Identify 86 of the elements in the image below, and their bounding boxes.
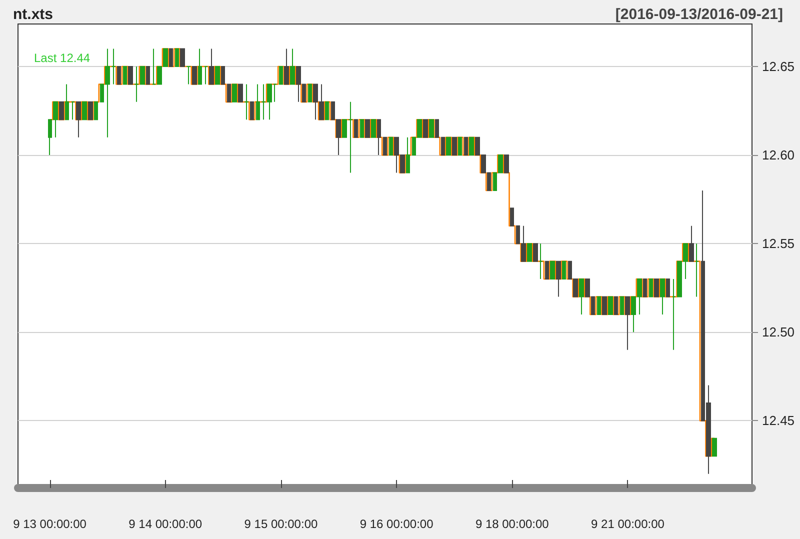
candlestick — [175, 48, 179, 68]
candlestick — [82, 101, 87, 120]
candlestick — [59, 101, 64, 120]
candlestick — [625, 296, 630, 350]
candlestick — [504, 154, 509, 174]
candlestick — [221, 66, 225, 85]
candlestick — [556, 260, 561, 298]
candlestick — [180, 48, 185, 68]
candlestick — [406, 136, 410, 174]
candlestick — [579, 278, 584, 315]
candlestick — [539, 243, 543, 280]
candlestick — [192, 66, 197, 85]
candlestick — [423, 119, 428, 138]
candlestick — [660, 278, 665, 315]
candlestick — [654, 278, 659, 298]
candlestick — [204, 66, 208, 85]
candlestick — [360, 119, 364, 138]
candlestick — [227, 84, 231, 102]
candlestick — [550, 260, 555, 280]
candlestick — [308, 84, 312, 102]
candlestick — [123, 66, 127, 85]
candlestick — [435, 119, 439, 138]
candlestick — [244, 84, 249, 120]
candlestick — [510, 208, 514, 226]
candlestick — [602, 296, 607, 315]
x-tick-label: 9 18 00:00:00 — [475, 517, 550, 531]
candlestick — [527, 243, 532, 262]
candlestick — [649, 278, 653, 298]
candlestick — [441, 136, 445, 156]
candlestick — [695, 243, 699, 298]
candlestick — [238, 84, 243, 102]
x-tick-label: 9 14 00:00:00 — [128, 517, 202, 531]
candlestick — [128, 66, 133, 85]
y-tick-label: 12.55 — [762, 236, 795, 252]
candlestick — [377, 119, 381, 156]
candlestick — [545, 260, 549, 280]
x-tick-label: 9 13 00:00:00 — [13, 517, 87, 531]
candlestick — [215, 66, 220, 85]
candlestick — [533, 243, 538, 262]
candlestick — [186, 66, 191, 85]
candlestick — [464, 136, 468, 156]
candlestick — [71, 101, 75, 120]
annotation: Last 12.44 — [34, 51, 90, 65]
chart-title: nt.xts — [13, 6, 54, 23]
candlestick — [371, 119, 376, 138]
candlestick — [209, 48, 214, 85]
candlestick — [169, 48, 173, 68]
candlestick — [365, 119, 370, 138]
candlestick — [383, 136, 387, 156]
candlestick — [94, 101, 98, 120]
candlestick — [354, 119, 358, 138]
candlestick — [389, 136, 393, 156]
candlestick — [429, 119, 434, 138]
candlestick — [325, 101, 329, 120]
x-tick-label: 9 21 00:00:00 — [591, 517, 665, 531]
candlestick — [146, 66, 150, 85]
y-tick-label: 12.50 — [762, 324, 795, 340]
candlestick — [279, 66, 283, 85]
candlestick — [469, 136, 474, 156]
candlestick — [284, 48, 289, 85]
candlestick — [76, 101, 81, 138]
candlestick — [250, 101, 254, 120]
candlestick — [712, 438, 717, 457]
candlestick — [88, 101, 93, 120]
chart-subtitle: [2016-09-13/2016-09-21] — [615, 6, 784, 23]
candlestick — [562, 260, 566, 280]
candlestick — [689, 225, 694, 262]
x-tick-label: 9 16 00:00:00 — [360, 517, 434, 531]
y-tick-label: 12.60 — [762, 148, 795, 163]
candlestick — [452, 136, 457, 156]
candlestick — [290, 48, 295, 85]
candlestick — [232, 84, 237, 102]
y-tick-label: 12.45 — [762, 413, 795, 428]
candlestick — [198, 48, 202, 85]
candlestick — [117, 66, 121, 85]
candlestick — [65, 84, 69, 120]
y-tick-label: 12.65 — [762, 59, 795, 74]
candlestick — [620, 296, 624, 315]
candlestick — [666, 278, 670, 298]
candlestick — [643, 278, 647, 298]
candlestick — [614, 296, 618, 315]
x-tick-label: 9 15 00:00:00 — [244, 517, 318, 531]
candlestick — [458, 136, 462, 156]
candlestick — [446, 136, 451, 156]
candlestick — [608, 296, 613, 315]
candlestick — [597, 296, 601, 315]
